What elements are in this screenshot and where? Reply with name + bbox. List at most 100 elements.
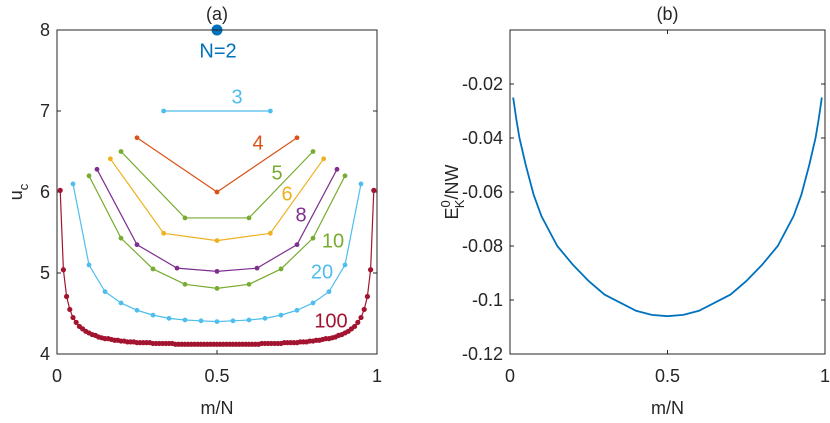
marker: [278, 266, 284, 272]
y-axis-label: uc: [6, 183, 31, 200]
y-tick-label: -0.02: [462, 74, 503, 94]
y-tick-label: 6: [40, 182, 50, 202]
marker: [134, 135, 140, 141]
marker: [64, 293, 70, 300]
axes-box: [509, 29, 826, 355]
marker: [278, 312, 284, 318]
marker: [342, 173, 348, 179]
series-label: 10: [322, 230, 344, 252]
x-tick-label: 1: [820, 366, 830, 386]
y-label-sub: K: [452, 199, 467, 208]
marker: [102, 289, 108, 295]
series-label: 3: [231, 86, 242, 108]
marker: [371, 187, 377, 193]
marker: [294, 135, 300, 141]
marker: [352, 323, 358, 330]
marker: [150, 312, 156, 318]
marker: [310, 149, 316, 154]
marker: [361, 306, 367, 313]
marker: [310, 300, 316, 306]
series-line: [120, 151, 314, 219]
marker: [150, 266, 156, 272]
marker: [118, 235, 124, 241]
marker: [326, 289, 332, 295]
series-label: 5: [271, 162, 282, 184]
y-label-base: u: [6, 190, 26, 200]
x-tick-label: 0.5: [204, 366, 229, 386]
panel-title: (a): [206, 4, 228, 24]
marker: [246, 215, 252, 221]
marker: [70, 181, 76, 187]
marker: [174, 265, 180, 271]
y-label-rest: /NW: [442, 165, 462, 200]
marker: [355, 319, 361, 326]
marker: [182, 281, 188, 287]
y-tick-label: 7: [40, 101, 50, 121]
marker: [134, 307, 140, 313]
series-label: N=2: [199, 40, 236, 62]
series-label: 4: [252, 132, 263, 154]
x-tick-label: 1: [372, 366, 382, 386]
marker: [198, 318, 204, 324]
marker: [182, 215, 188, 221]
series-line: [512, 97, 823, 318]
marker: [310, 235, 316, 241]
marker: [134, 242, 140, 248]
series-label: 6: [281, 183, 292, 205]
y-axis-label: E0K/NW: [438, 165, 467, 220]
series-label: 100: [314, 310, 347, 332]
marker: [86, 262, 92, 268]
y-tick-label: -0.1: [472, 290, 503, 310]
marker: [214, 189, 220, 195]
marker: [246, 281, 252, 287]
y-tick-label: -0.06: [462, 182, 503, 202]
marker: [60, 267, 66, 273]
marker: [161, 230, 167, 236]
panel-title: (b): [657, 4, 679, 24]
marker: [94, 166, 100, 172]
series-label: 20: [311, 261, 333, 283]
marker: [230, 318, 236, 324]
series-label: 8: [295, 204, 306, 226]
marker: [161, 108, 167, 114]
axes-box: [56, 29, 378, 355]
marker: [294, 307, 300, 313]
plot-area: [510, 30, 825, 354]
x-axis-label: m/N: [201, 398, 234, 418]
marker: [334, 166, 340, 172]
y-tick-label: -0.12: [462, 344, 503, 364]
marker: [254, 265, 260, 271]
marker: [118, 300, 124, 306]
y-tick-label: -0.04: [462, 128, 503, 148]
marker: [73, 319, 79, 326]
marker: [182, 317, 188, 323]
marker: [358, 314, 364, 321]
marker: [67, 306, 73, 313]
x-tick-label: 0: [505, 366, 515, 386]
marker: [214, 285, 220, 291]
marker: [214, 268, 220, 274]
x-tick-label: 0.5: [655, 366, 680, 386]
marker: [214, 319, 220, 324]
marker: [294, 242, 300, 248]
marker: [70, 314, 76, 321]
marker: [214, 238, 220, 244]
marker: [364, 293, 370, 300]
y-tick-label: 8: [40, 20, 50, 40]
x-tick-label: 0: [52, 366, 62, 386]
marker: [118, 149, 124, 154]
y-label-sub: c: [16, 183, 31, 190]
marker: [358, 181, 364, 187]
marker: [262, 315, 268, 321]
marker: [267, 108, 273, 114]
y-tick-label: -0.08: [462, 236, 503, 256]
marker: [57, 187, 63, 193]
y-tick-label: 4: [40, 344, 50, 364]
marker: [246, 317, 252, 323]
marker: [321, 156, 327, 162]
marker: [166, 315, 172, 321]
x-axis-label: m/N: [651, 398, 684, 418]
y-label-sup: 0: [438, 200, 453, 207]
y-tick-label: 5: [40, 263, 50, 283]
